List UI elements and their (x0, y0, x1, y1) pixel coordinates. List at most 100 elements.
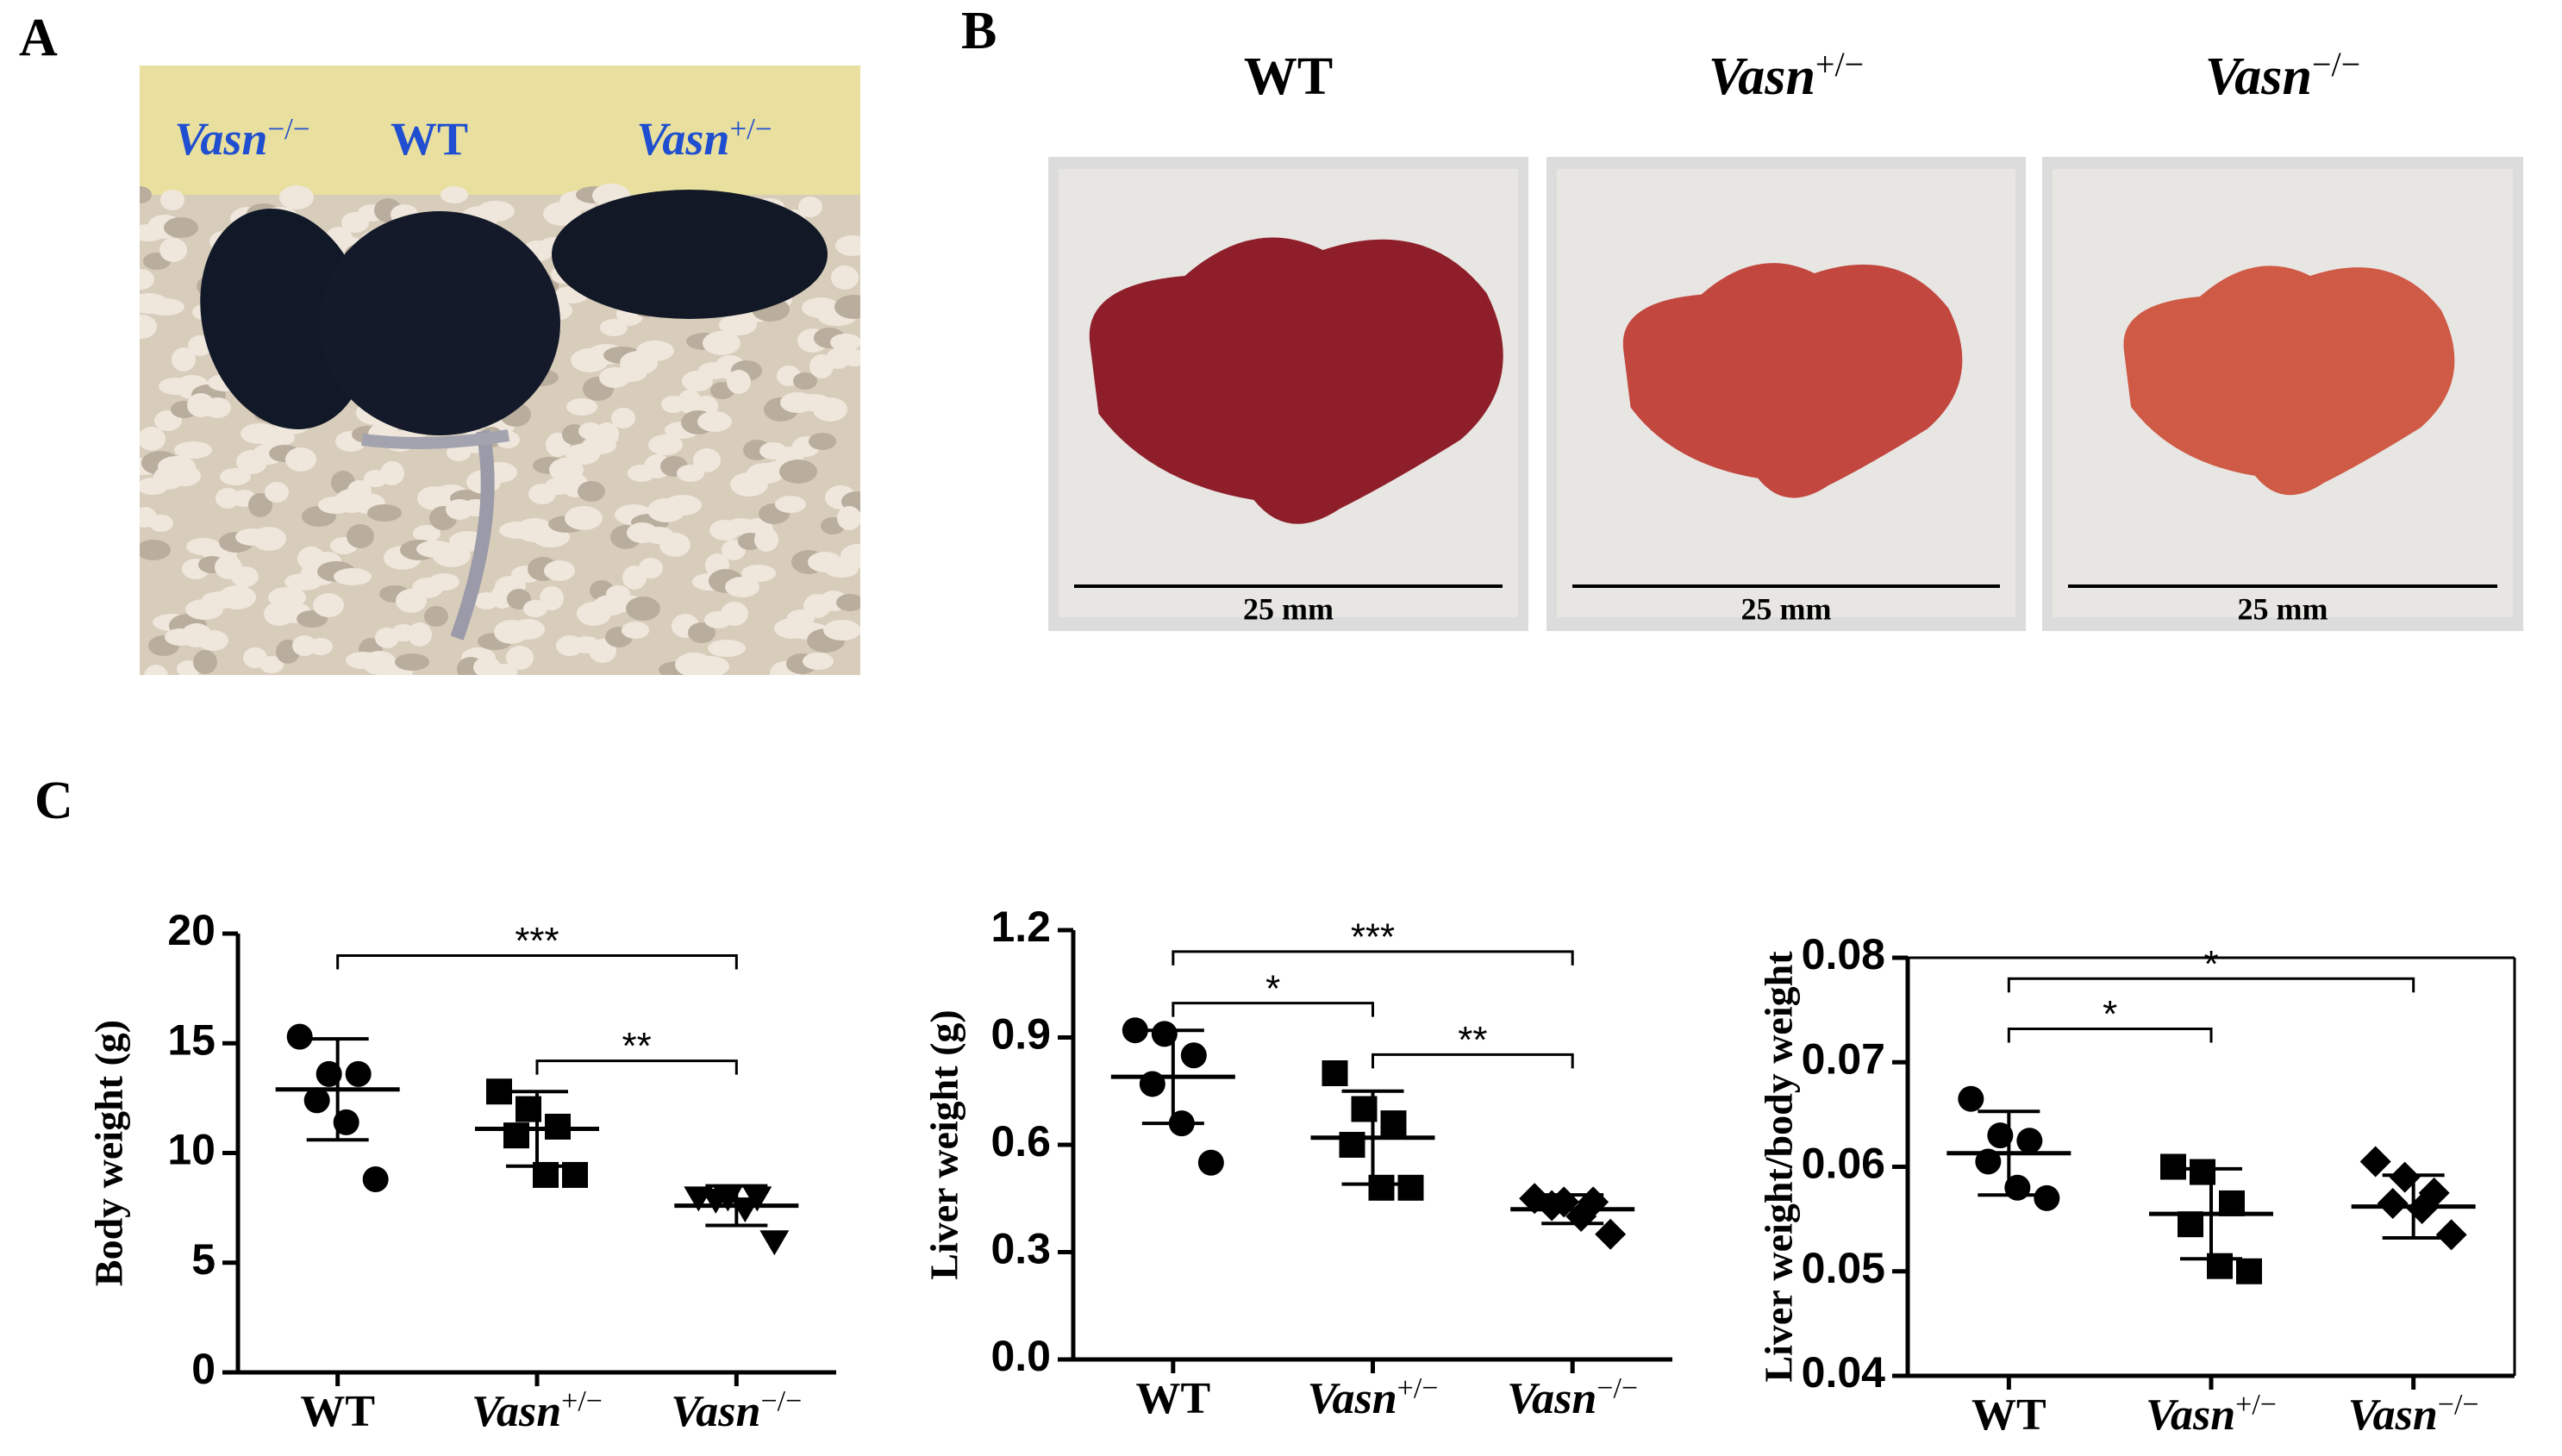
y-axis-label: Liver weight (g) (922, 1009, 966, 1279)
pebble (622, 622, 649, 639)
label-text: Vasn (2205, 47, 2312, 106)
pebble (582, 437, 616, 454)
pebble (741, 565, 776, 582)
photo-a (140, 66, 860, 675)
pebble (147, 298, 184, 316)
y-axis-label: Liver weight/body weight (1757, 951, 1801, 1383)
significance-label: ** (622, 1025, 652, 1067)
pebble (565, 506, 603, 530)
data-point (759, 1230, 790, 1256)
pebble (697, 411, 732, 432)
pebble (252, 527, 286, 551)
pebble (265, 482, 289, 503)
pebble (218, 585, 256, 609)
pebble (140, 269, 154, 290)
label-superscript: −/− (1597, 1372, 1638, 1404)
y-tick-label: 0.6 (990, 1117, 1051, 1165)
pebble (490, 664, 517, 675)
liver (2123, 266, 2455, 496)
y-tick-label: 0.0 (990, 1332, 1051, 1380)
label-superscript: −/− (760, 1385, 802, 1417)
pebble (659, 533, 690, 557)
label-superscript: +/− (561, 1385, 603, 1417)
pebble (540, 586, 564, 610)
pebble (803, 653, 834, 670)
y-tick-label: 0 (191, 1345, 216, 1393)
pebble (203, 397, 231, 418)
pebble (798, 197, 822, 217)
label-text: Vasn (636, 113, 729, 165)
data-point (2435, 1219, 2467, 1251)
pebble (172, 347, 196, 372)
data-point (1122, 1017, 1148, 1044)
mouse (319, 211, 560, 435)
mouse (552, 190, 828, 319)
pebble (626, 597, 660, 621)
pebble (174, 441, 212, 459)
y-tick-label: 20 (167, 906, 216, 954)
label: Vasn+/− (2146, 1389, 2277, 1440)
y-tick-label: 0.3 (990, 1225, 1051, 1273)
significance-label: *** (515, 920, 559, 962)
y-tick-label: 0.08 (1802, 930, 1885, 978)
y-axis-label: Body weight (g) (87, 1020, 131, 1286)
label: WT (1135, 1374, 1210, 1423)
data-point (1595, 1218, 1627, 1250)
pebble (367, 504, 402, 522)
data-point (286, 1023, 313, 1050)
data-point (701, 1188, 731, 1214)
label-superscript: −/− (2312, 45, 2360, 84)
pebble (144, 665, 168, 675)
y-tick-label: 0.06 (1802, 1140, 1885, 1188)
label: Vasn−/− (1507, 1372, 1638, 1423)
label-text: Vasn (671, 1387, 760, 1436)
pebble (691, 656, 729, 675)
significance-label: * (1265, 967, 1280, 1009)
pebble (589, 639, 616, 663)
pebble (648, 434, 683, 455)
data-point (503, 1122, 529, 1149)
pebble (380, 461, 404, 485)
pebble (395, 653, 429, 671)
y-tick-label: 10 (167, 1126, 216, 1174)
label-text: Vasn (1308, 1374, 1397, 1423)
data-point (1180, 1042, 1207, 1069)
significance-label: * (2203, 943, 2218, 985)
y-tick-label: 15 (167, 1015, 216, 1064)
label: Vasn+/− (1308, 1372, 1439, 1423)
photo-wall (140, 66, 860, 195)
pebble (616, 365, 647, 382)
pebble (775, 496, 806, 513)
data-point (2016, 1128, 2043, 1154)
data-point (362, 1166, 389, 1193)
pebble (259, 656, 284, 673)
pebble (413, 525, 441, 542)
pebble (347, 524, 374, 548)
pebble (823, 620, 860, 641)
mouse-tail (361, 429, 510, 449)
label-superscript: +/− (1815, 45, 1864, 84)
label: Vasn−/− (2205, 45, 2360, 106)
pebble (216, 488, 240, 509)
label-text: WT (1971, 1390, 2046, 1440)
label-text: Vasn (1507, 1374, 1597, 1423)
panel-label: C (34, 772, 73, 830)
data-point (1987, 1122, 2014, 1149)
pebble (721, 602, 748, 626)
label-superscript: +/− (2235, 1389, 2277, 1421)
label-superscript: +/− (1397, 1372, 1439, 1404)
pebble (837, 506, 860, 530)
pebble (313, 593, 344, 617)
pebble (834, 295, 860, 319)
pebble (408, 622, 432, 647)
pebble (140, 540, 171, 560)
label: Vasn+/− (472, 1385, 603, 1436)
data-point (1536, 1190, 1568, 1222)
pebble (140, 427, 166, 451)
significance-bracket (336, 953, 738, 970)
label-superscript: −/− (2438, 1389, 2479, 1421)
significance-bracket (535, 1059, 738, 1075)
liver (1622, 263, 1963, 498)
